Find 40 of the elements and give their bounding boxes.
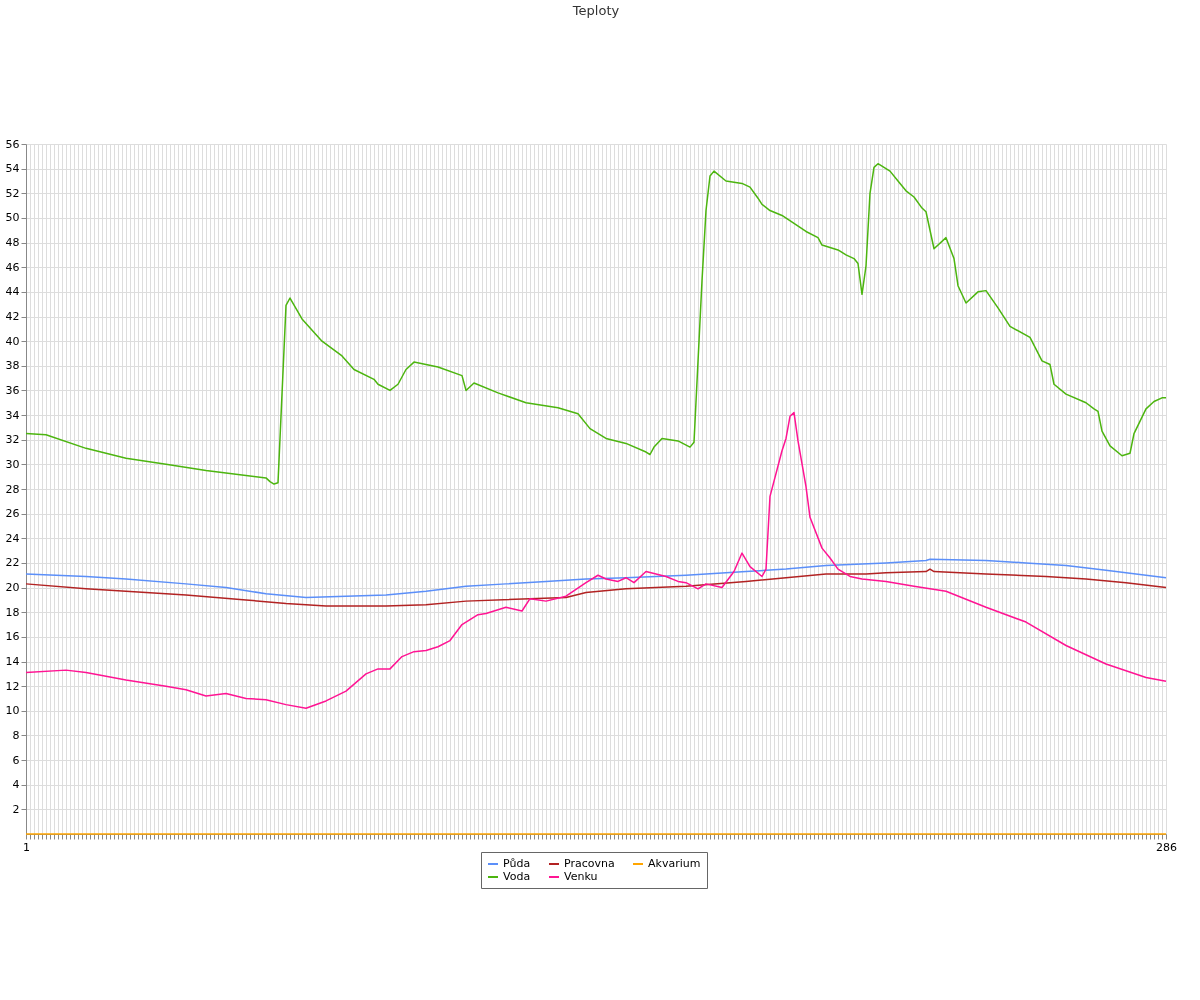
line-series xyxy=(25,568,1167,607)
x-tick-label: 1 xyxy=(23,840,30,854)
y-tick-label: 48 xyxy=(5,236,20,250)
y-tick-label: 20 xyxy=(5,581,20,595)
y-tick-label: 10 xyxy=(5,704,20,718)
y-tick-label: 26 xyxy=(5,507,20,521)
chart-title: Teploty xyxy=(571,3,620,18)
y-tick-label: 4 xyxy=(12,778,20,792)
y-tick-label: 8 xyxy=(12,728,20,742)
y-tick-label: 6 xyxy=(12,753,20,767)
y-tick-label: 34 xyxy=(5,408,20,422)
line-series xyxy=(25,162,1167,485)
y-tick-label: 42 xyxy=(5,310,20,323)
line-series xyxy=(25,558,1167,599)
legend-label: Půda xyxy=(503,857,531,870)
y-tick-label: 50 xyxy=(5,211,20,225)
y-tick-label: 32 xyxy=(5,433,20,447)
y-tick-label: 40 xyxy=(5,334,20,348)
y-tick-label: 30 xyxy=(5,457,20,471)
y-tick-label: 46 xyxy=(5,260,20,274)
y-tick-label: 36 xyxy=(5,383,20,397)
y-tick-label: 18 xyxy=(5,605,20,619)
y-tick-label: 14 xyxy=(5,655,20,668)
legend-label: Pracovna xyxy=(564,857,615,870)
y-tick-label: 52 xyxy=(5,186,20,200)
y-tick-label: 44 xyxy=(5,285,20,299)
y-tick-label: 22 xyxy=(5,556,20,570)
x-tick-label: 286 xyxy=(1156,840,1177,854)
y-tick-label: 24 xyxy=(5,531,20,545)
y-tick-label: 56 xyxy=(5,137,20,151)
legend-label: Voda xyxy=(503,870,531,883)
y-tick-label: 38 xyxy=(5,359,20,373)
y-tick-label: 28 xyxy=(5,482,20,496)
y-tick-label: 12 xyxy=(5,679,20,693)
line-series xyxy=(25,411,1167,710)
y-tick-label: 2 xyxy=(12,802,20,816)
legend-label: Venku xyxy=(564,870,598,883)
y-tick-label: 54 xyxy=(5,162,20,176)
y-tick-label: 16 xyxy=(5,630,20,644)
legend-label: Akvarium xyxy=(648,857,701,870)
